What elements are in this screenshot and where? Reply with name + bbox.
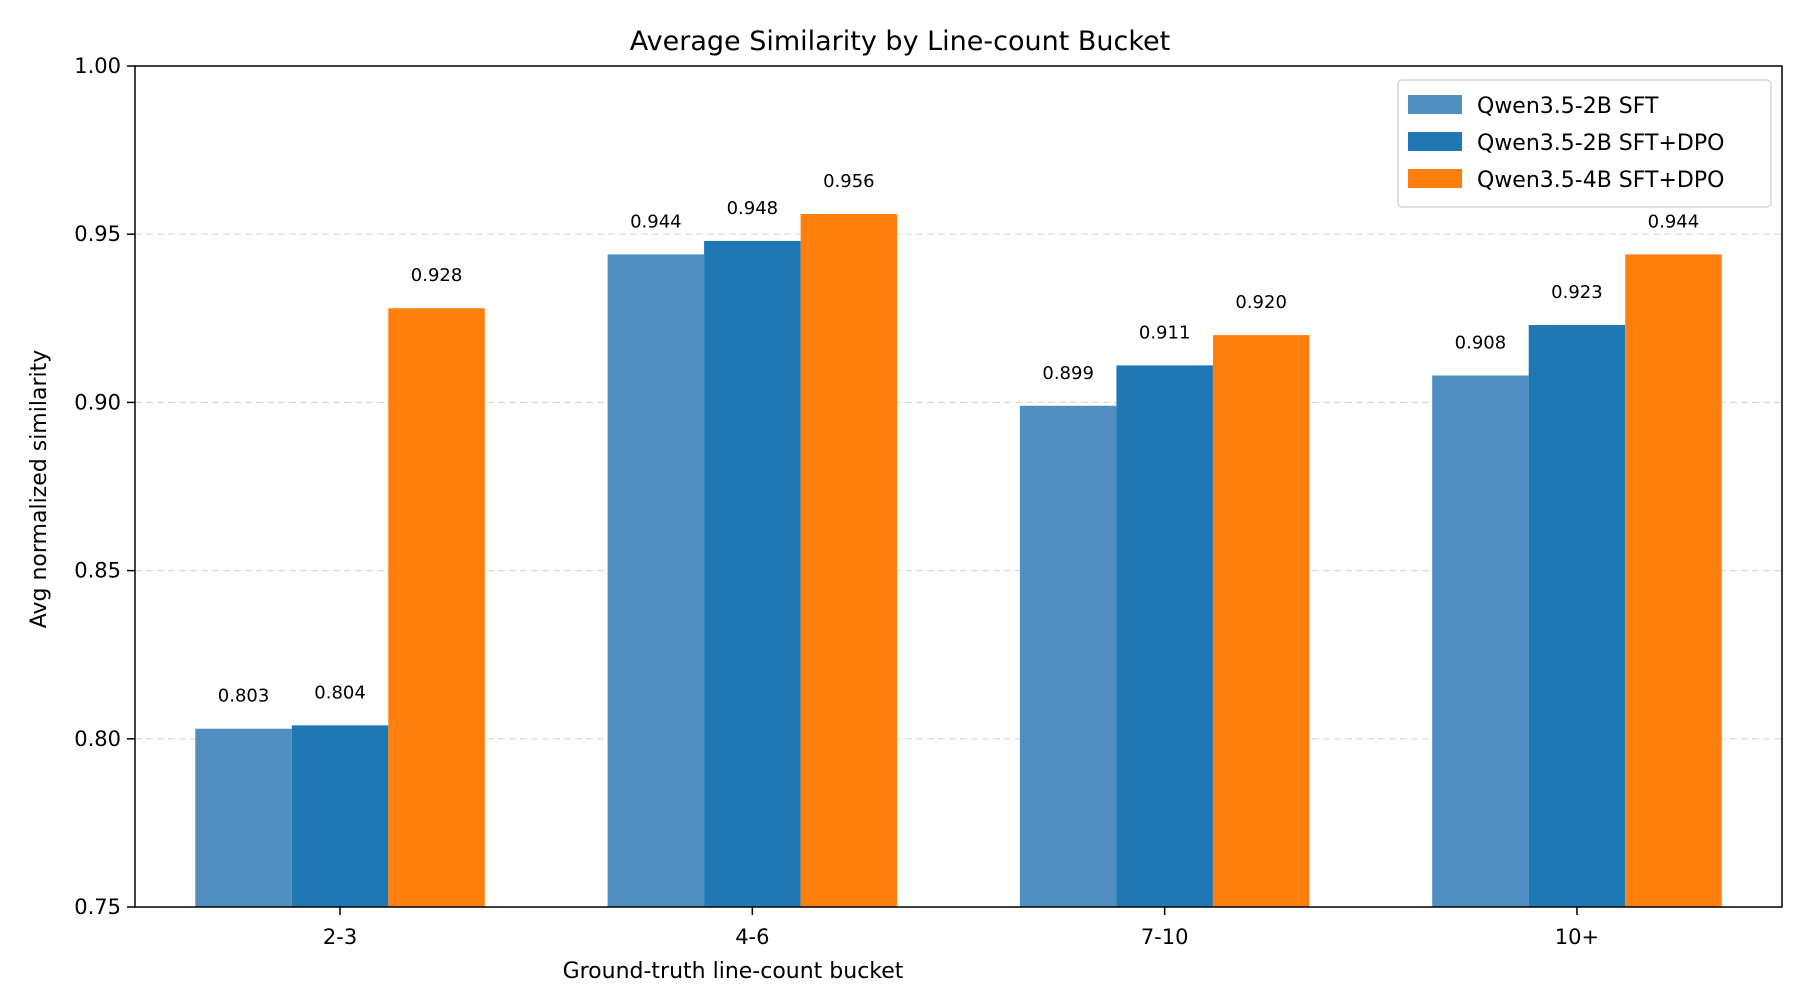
- plot-frame: [134, 65, 1783, 908]
- bar: [1019, 405, 1117, 907]
- legend-swatch: [1408, 132, 1462, 151]
- bar: [291, 725, 389, 907]
- bar: [607, 254, 705, 907]
- data-label: 0.923: [1551, 282, 1603, 303]
- y-tick-label: 0.75: [74, 895, 121, 919]
- bars: [195, 214, 1722, 908]
- legend-swatch: [1408, 169, 1462, 188]
- x-axis-label: Ground-truth line-count bucket: [563, 959, 904, 984]
- bar: [1528, 325, 1626, 907]
- bar: [195, 728, 292, 907]
- legend-box: [1397, 79, 1772, 208]
- data-labels: 0.803 0.804 0.928 0.944 0.948 0.956 0.899 0.911…: [218, 171, 1699, 707]
- data-label: 0.928: [411, 265, 463, 286]
- y-tick-label: 0.80: [74, 727, 121, 751]
- y-tick-label: 1.00: [74, 54, 121, 78]
- x-tick-label: 10+: [1555, 925, 1599, 949]
- bar: [704, 240, 801, 908]
- y-tick-label: 0.85: [74, 559, 121, 583]
- data-label: 0.803: [218, 686, 270, 707]
- legend-label: Qwen3.5-2B SFT+DPO: [1477, 131, 1724, 156]
- legend: Qwen3.5-2B SFT Qwen3.5-2B SFT+DPO Qwen3.5-…: [1397, 79, 1772, 208]
- data-label: 0.944: [630, 211, 682, 232]
- data-label: 0.899: [1042, 363, 1094, 384]
- legend-label: Qwen3.5-2B SFT: [1477, 94, 1659, 119]
- data-label: 0.911: [1139, 322, 1191, 343]
- bar: [1625, 254, 1722, 907]
- legend-label: Qwen3.5-4B SFT+DPO: [1477, 168, 1724, 193]
- data-label: 0.944: [1648, 211, 1700, 232]
- data-label: 0.920: [1235, 292, 1287, 313]
- x-tick-label: 2-3: [323, 925, 357, 949]
- data-label: 0.908: [1455, 332, 1507, 353]
- bar: [1432, 375, 1529, 907]
- y-axis: 0.75 0.80 0.85 0.90 0.95 1.00: [74, 54, 135, 919]
- chart-title: Average Similarity by Line-count Bucket: [630, 26, 1171, 57]
- bar: [800, 214, 898, 908]
- bar: [1212, 335, 1310, 907]
- legend-swatch: [1408, 95, 1462, 114]
- bar: [1116, 365, 1213, 907]
- y-tick-label: 0.95: [74, 222, 121, 246]
- x-tick-label: 4-6: [735, 925, 769, 949]
- x-tick-label: 7-10: [1141, 925, 1189, 949]
- y-axis-label: Avg normalized similarity: [27, 350, 52, 629]
- data-label: 0.956: [823, 171, 875, 192]
- data-label: 0.948: [727, 198, 779, 219]
- y-tick-label: 0.90: [74, 390, 121, 414]
- bar: [388, 308, 485, 907]
- data-label: 0.804: [314, 682, 366, 703]
- x-axis: 2-3 4-6 7-10 10+: [323, 907, 1599, 949]
